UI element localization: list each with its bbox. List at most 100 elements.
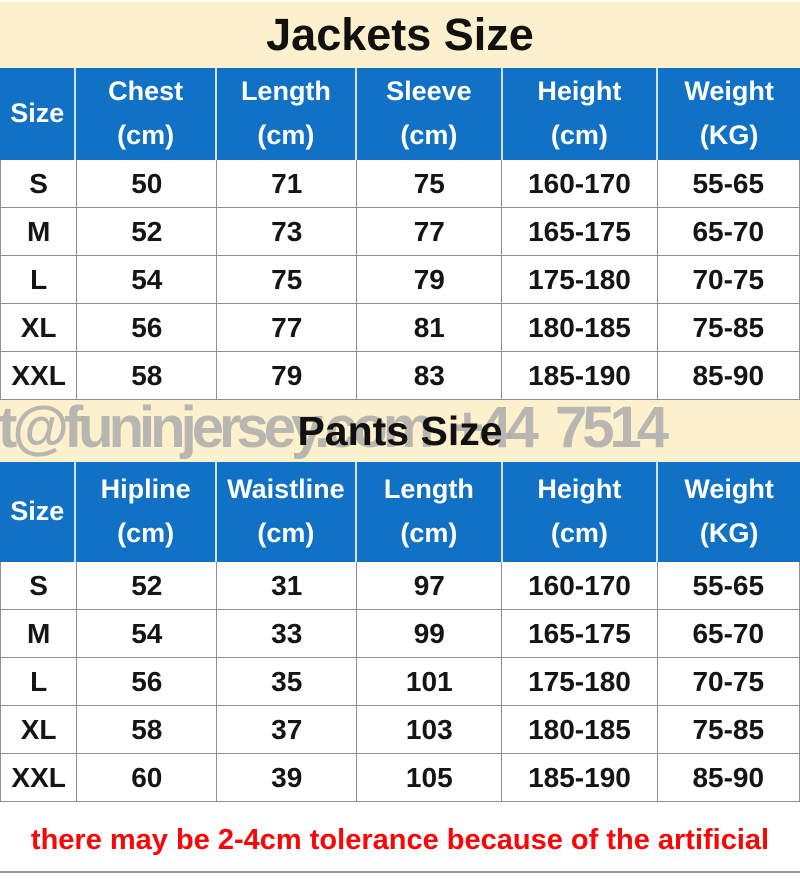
- value-cell: 35: [217, 658, 358, 705]
- value-cell: 175-180: [502, 256, 658, 303]
- size-cell: S: [1, 160, 78, 207]
- pants-title: Pants Size: [297, 407, 503, 454]
- value-cell: 70-75: [657, 658, 799, 705]
- pants-header-cell-waistline: Waistline (cm): [217, 462, 358, 562]
- value-cell: 79: [357, 256, 503, 303]
- size-cell: XXL: [1, 352, 78, 399]
- table-row: S 52 31 97 160-170 55-65: [1, 562, 799, 610]
- table-row: S 50 71 75 160-170 55-65: [1, 160, 799, 208]
- value-cell: 58: [77, 352, 218, 399]
- jackets-header-cell-chest: Chest (cm): [76, 68, 217, 160]
- header-label: Hipline: [100, 474, 191, 505]
- pants-header-cell-weight: Weight (KG): [658, 462, 800, 562]
- value-cell: 71: [217, 160, 358, 207]
- value-cell: 83: [357, 352, 503, 399]
- value-cell: 79: [217, 352, 358, 399]
- size-cell: XXL: [1, 754, 78, 801]
- value-cell: 37: [217, 706, 358, 753]
- header-unit: (cm): [400, 120, 458, 150]
- value-cell: 160-170: [502, 562, 658, 609]
- header-unit: (cm): [117, 120, 175, 150]
- value-cell: 165-175: [502, 610, 658, 657]
- value-cell: 33: [217, 610, 358, 657]
- value-cell: 50: [77, 160, 218, 207]
- value-cell: 52: [77, 208, 218, 255]
- value-cell: 56: [77, 658, 218, 705]
- value-cell: 85-90: [657, 754, 799, 801]
- header-label: Length: [240, 76, 331, 107]
- value-cell: 105: [357, 754, 503, 801]
- pants-header-cell-height: Height (cm): [503, 462, 659, 562]
- jackets-header-cell-weight: Weight (KG): [658, 68, 800, 160]
- header-label: Waistline: [227, 474, 345, 505]
- value-cell: 70-75: [657, 256, 799, 303]
- table-row: M 54 33 99 165-175 65-70: [1, 610, 799, 658]
- header-label: Chest: [108, 76, 184, 107]
- jackets-table-header: Size Chest (cm) Length (cm) Sleeve (cm) Hei…: [0, 68, 800, 160]
- value-cell: 77: [217, 304, 358, 351]
- header-unit: (cm): [550, 120, 608, 150]
- size-cell: S: [1, 562, 78, 609]
- value-cell: 65-70: [657, 208, 799, 255]
- table-row: XXL 58 79 83 185-190 85-90: [1, 352, 799, 400]
- value-cell: 97: [357, 562, 503, 609]
- value-cell: 31: [217, 562, 358, 609]
- pants-table-header: Size Hipline (cm) Waistline (cm) Length (cm…: [0, 462, 800, 562]
- table-row: XL 56 77 81 180-185 75-85: [1, 304, 799, 352]
- header-label: Height: [537, 76, 622, 107]
- value-cell: 185-190: [502, 352, 658, 399]
- header-label: Weight: [684, 76, 774, 107]
- value-cell: 52: [77, 562, 218, 609]
- jackets-title: Jackets Size: [266, 9, 534, 60]
- value-cell: 180-185: [502, 706, 658, 753]
- header-unit: (cm): [400, 518, 458, 548]
- jackets-banner: Jackets Size: [0, 0, 800, 68]
- value-cell: 58: [77, 706, 218, 753]
- table-row: XL 58 37 103 180-185 75-85: [1, 706, 799, 754]
- jackets-header-cell-size: Size: [0, 68, 77, 160]
- value-cell: 60: [77, 754, 218, 801]
- header-label: Size: [10, 496, 65, 527]
- size-cell: XL: [1, 304, 78, 351]
- table-row: XXL 60 39 105 185-190 85-90: [1, 754, 799, 802]
- value-cell: 39: [217, 754, 358, 801]
- value-cell: 54: [77, 610, 218, 657]
- size-cell: M: [1, 208, 78, 255]
- header-label: Size: [10, 98, 65, 129]
- value-cell: 75-85: [657, 304, 799, 351]
- size-cell: XL: [1, 706, 78, 753]
- value-cell: 55-65: [657, 160, 799, 207]
- value-cell: 180-185: [502, 304, 658, 351]
- header-unit: (cm): [117, 518, 175, 548]
- pants-header-cell-size: Size: [0, 462, 77, 562]
- value-cell: 54: [77, 256, 218, 303]
- value-cell: 75: [217, 256, 358, 303]
- header-unit: (cm): [257, 120, 315, 150]
- value-cell: 185-190: [502, 754, 658, 801]
- header-unit: (KG): [699, 120, 759, 150]
- jackets-header-cell-height: Height (cm): [503, 68, 659, 160]
- value-cell: 101: [357, 658, 503, 705]
- header-label: Height: [537, 474, 622, 505]
- value-cell: 81: [357, 304, 503, 351]
- value-cell: 175-180: [502, 658, 658, 705]
- value-cell: 56: [77, 304, 218, 351]
- header-unit: (cm): [550, 518, 608, 548]
- table-row: L 54 75 79 175-180 70-75: [1, 256, 799, 304]
- size-cell: L: [1, 658, 78, 705]
- header-label: Sleeve: [386, 76, 472, 107]
- header-unit: (cm): [257, 518, 315, 548]
- footer: there may be 2-4cm tolerance because of …: [0, 802, 800, 879]
- pants-banner: Pants Size: [0, 400, 800, 462]
- tolerance-note: there may be 2-4cm tolerance because of …: [30, 824, 770, 856]
- pants-header-cell-length: Length (cm): [357, 462, 503, 562]
- value-cell: 103: [357, 706, 503, 753]
- jackets-table-body: S 50 71 75 160-170 55-65 M 52 73 77 165-…: [0, 160, 800, 400]
- value-cell: 73: [217, 208, 358, 255]
- header-label: Length: [383, 474, 474, 505]
- value-cell: 75-85: [657, 706, 799, 753]
- table-row: M 52 73 77 165-175 65-70: [1, 208, 799, 256]
- value-cell: 160-170: [502, 160, 658, 207]
- value-cell: 165-175: [502, 208, 658, 255]
